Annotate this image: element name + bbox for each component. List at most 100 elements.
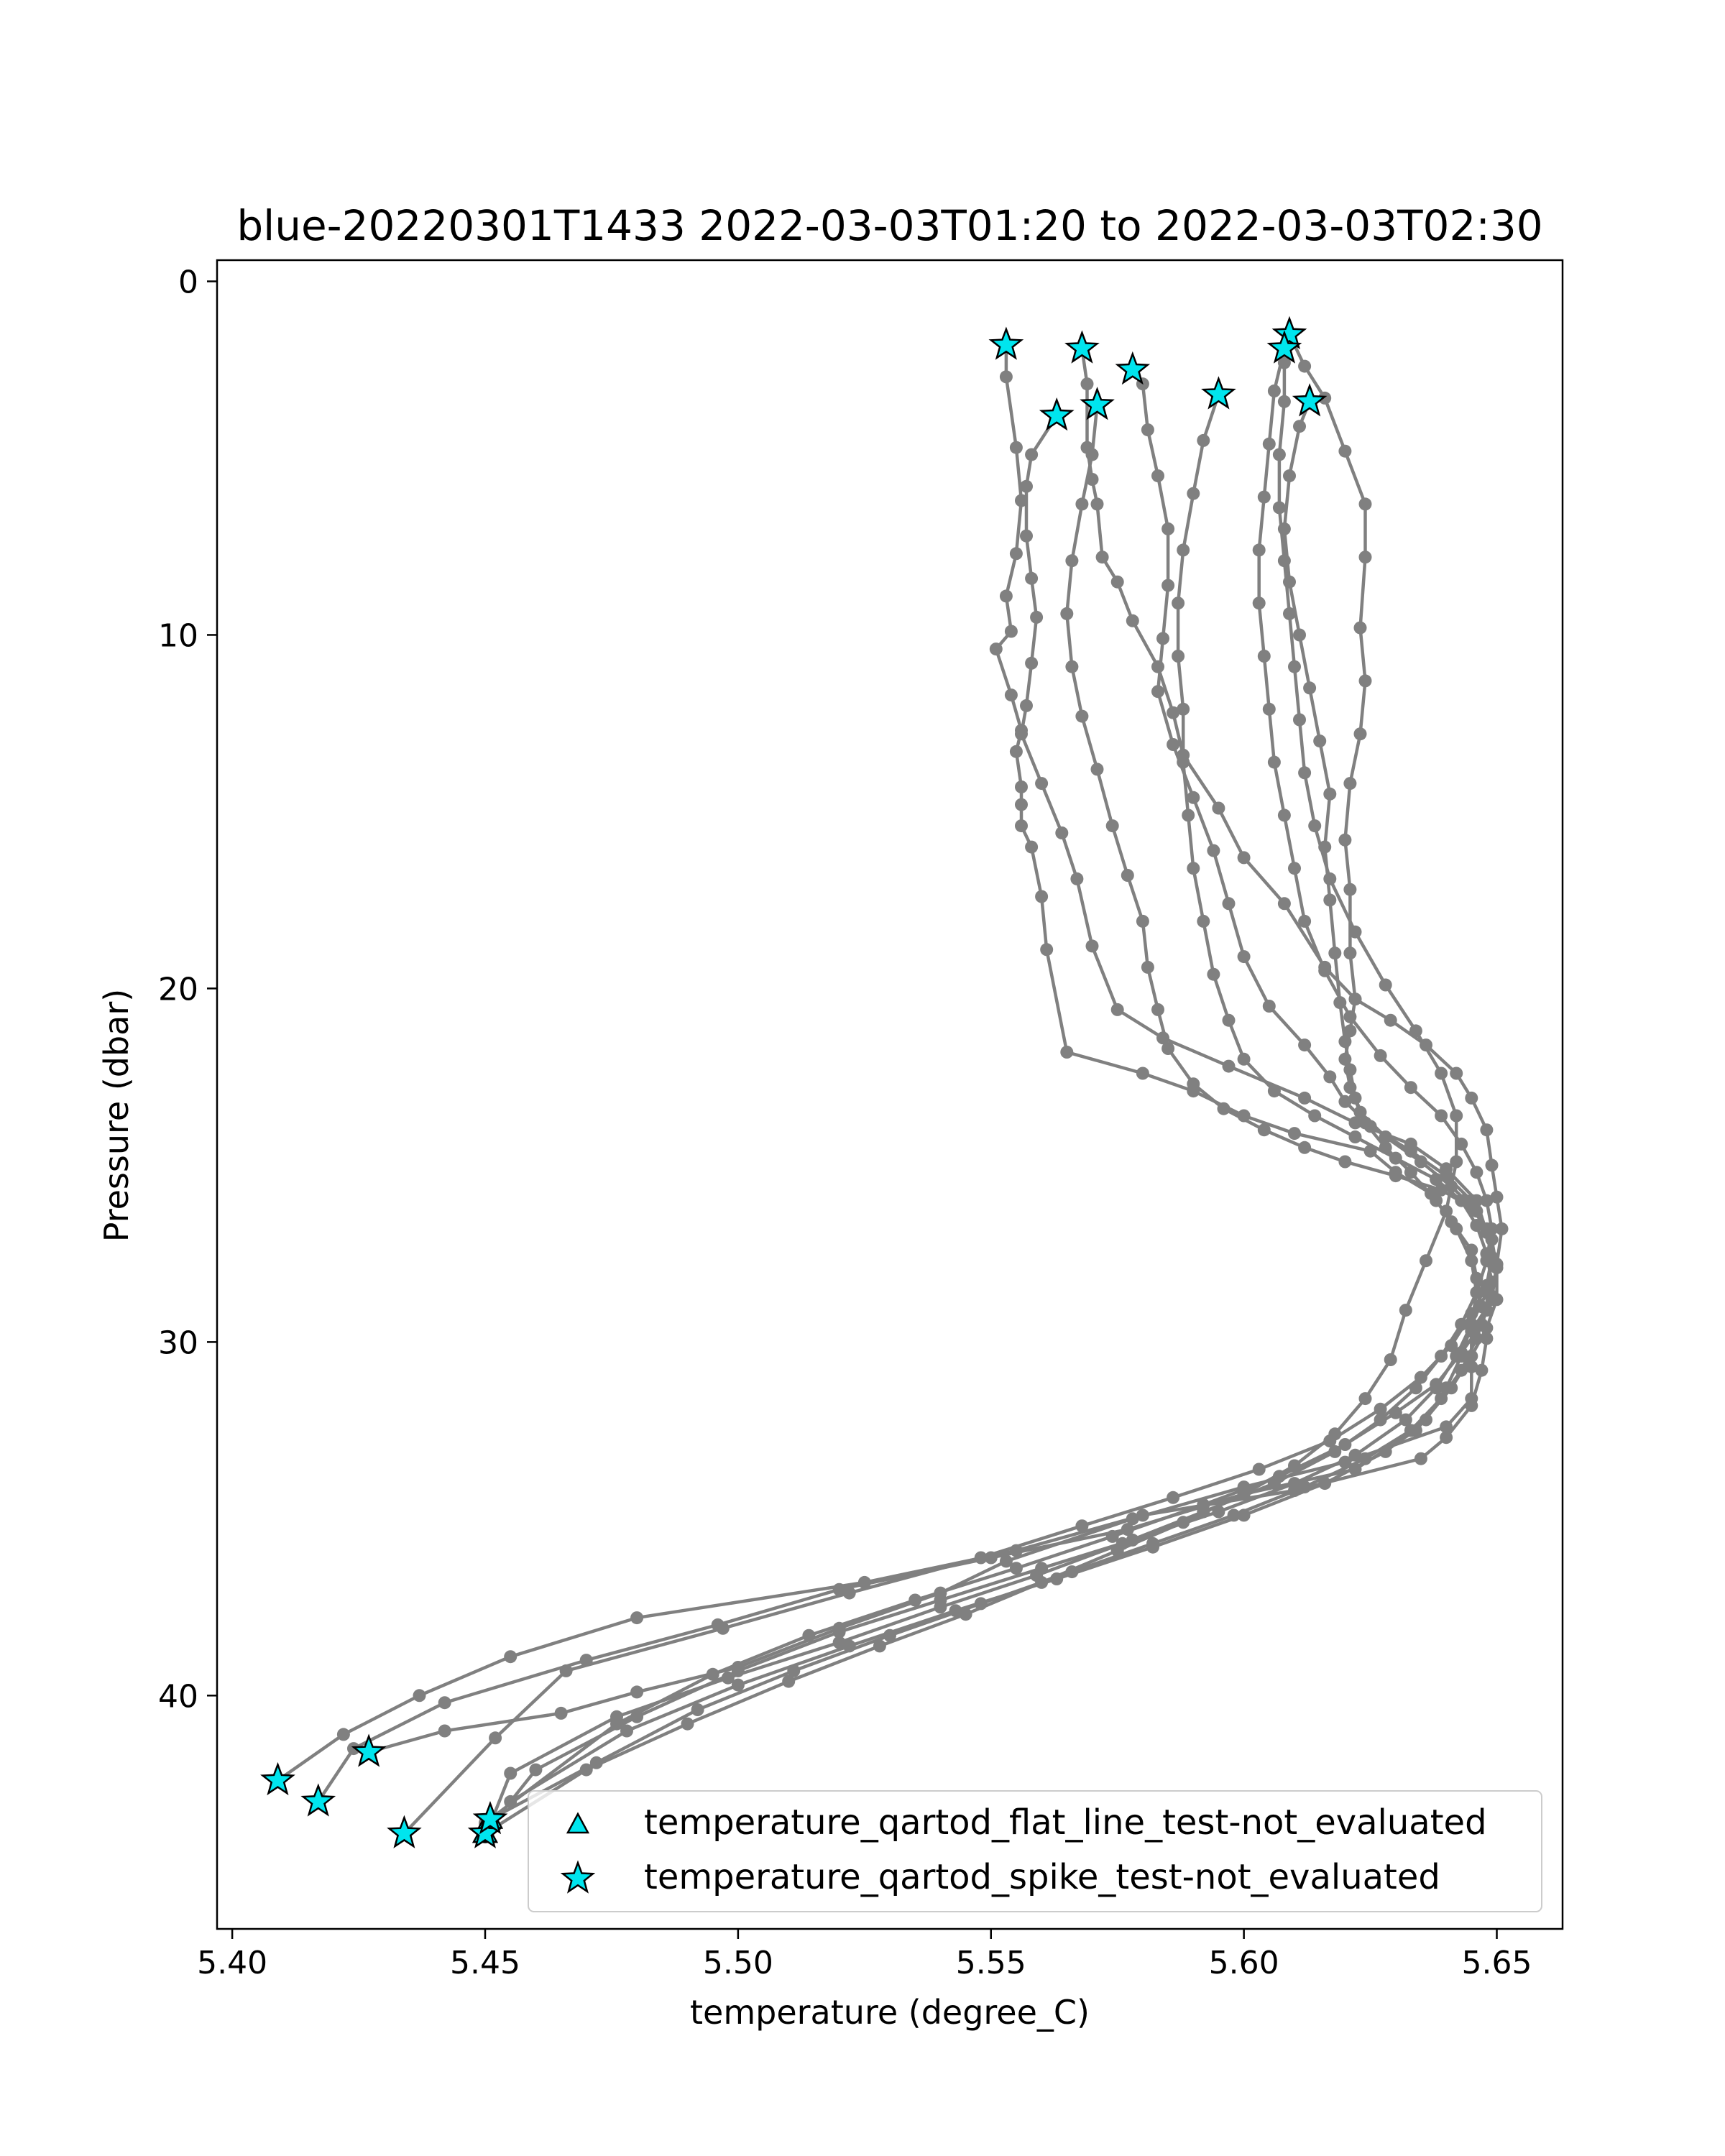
profile-point — [1252, 596, 1266, 610]
spike-marker — [1266, 330, 1302, 364]
profile-point — [1414, 1452, 1427, 1465]
profile-point — [529, 1763, 543, 1777]
profile-point — [1384, 1013, 1397, 1027]
profile-point — [1379, 1130, 1392, 1143]
profile-point — [989, 642, 1003, 656]
profile-point — [1015, 727, 1028, 741]
profile-point — [1440, 1204, 1453, 1218]
spike-marker — [1039, 397, 1075, 431]
x-tick-label: 5.65 — [1462, 1945, 1532, 1981]
profile-point — [1435, 1109, 1448, 1123]
profile-point — [842, 1639, 856, 1653]
profile-point — [1187, 487, 1200, 500]
profile-point — [438, 1696, 451, 1710]
profile-10 — [479, 356, 1463, 1841]
profile-point — [681, 1717, 694, 1731]
profile-point — [1379, 1445, 1392, 1458]
profile-point — [1435, 1350, 1448, 1363]
profile-point — [1217, 1102, 1230, 1115]
profile-point — [1288, 1477, 1301, 1491]
spike-marker — [1201, 376, 1236, 410]
profile-point — [610, 1717, 623, 1731]
profile-point — [1338, 1035, 1352, 1049]
profile-point — [1343, 883, 1357, 896]
profile-point — [1009, 1562, 1023, 1575]
profile-point — [1075, 709, 1089, 723]
profile-point — [1308, 819, 1322, 833]
profile-point — [1222, 1013, 1236, 1027]
profile-point — [706, 1667, 719, 1681]
profile-point — [1237, 1052, 1251, 1066]
profile-point — [1020, 479, 1033, 493]
profile-point — [934, 1600, 947, 1614]
profile-point — [1177, 755, 1190, 769]
profile-point — [1272, 501, 1286, 515]
profile-point — [1090, 763, 1104, 776]
profile-point — [413, 1689, 426, 1703]
profile-point — [1420, 1254, 1432, 1268]
profile-point — [1490, 1190, 1504, 1204]
profile-point — [908, 1593, 922, 1607]
profile-point — [1298, 359, 1312, 373]
profile-point — [999, 370, 1013, 384]
profile-point — [1293, 713, 1306, 727]
profile-point — [1399, 1413, 1412, 1427]
profile-point — [1009, 745, 1023, 758]
profile-point — [1020, 699, 1033, 712]
profile-point — [1277, 554, 1291, 568]
profile-point — [1298, 766, 1312, 780]
profile-point — [1358, 674, 1372, 688]
profile-point — [1348, 925, 1362, 939]
profile-point — [347, 1742, 360, 1756]
profile-point — [1465, 1254, 1478, 1268]
profile-point — [1272, 448, 1286, 461]
profile-point — [1348, 1116, 1362, 1130]
axes-frame — [216, 259, 1564, 1930]
profile-point — [1374, 1049, 1387, 1062]
profile-point — [1167, 738, 1180, 751]
profile-point — [1379, 1141, 1392, 1154]
profile-point — [1288, 660, 1301, 673]
profile-point — [1237, 1508, 1251, 1522]
profile-point — [1450, 1067, 1463, 1080]
profile-point — [1146, 1540, 1159, 1554]
profile-point — [1009, 547, 1023, 561]
profile-point — [1384, 1353, 1397, 1366]
profile-point — [1348, 1448, 1362, 1462]
profile-point — [1172, 596, 1185, 610]
profile-point — [1399, 1304, 1412, 1317]
profile-point — [1177, 702, 1190, 716]
profile-point — [1197, 1498, 1210, 1511]
profile-point — [489, 1731, 502, 1745]
profile-point — [1338, 444, 1352, 458]
chart-title: blue-20220301T1433 2022-03-03T01:20 to 2… — [236, 201, 1542, 250]
profile-point — [1207, 844, 1220, 857]
profile-point — [1177, 1516, 1190, 1529]
profile-point — [1343, 946, 1357, 960]
profile-point — [1162, 579, 1175, 592]
profile-point — [579, 1763, 593, 1777]
profile-point — [1015, 780, 1028, 793]
profile-point — [1338, 1438, 1352, 1451]
profile-point — [1283, 469, 1296, 483]
profile-point — [1450, 1155, 1463, 1169]
profile-point — [1025, 840, 1039, 854]
profile-point — [1455, 1317, 1468, 1331]
x-tick-label: 5.40 — [197, 1945, 267, 1981]
profile-point — [1480, 1194, 1494, 1207]
spike-marker — [300, 1783, 336, 1817]
profile-point — [1389, 1169, 1402, 1183]
spike-marker — [988, 326, 1024, 360]
x-tick-label: 5.50 — [703, 1945, 773, 1981]
profile-point — [1313, 734, 1327, 748]
profile-point — [1358, 497, 1372, 511]
profile-point — [1060, 607, 1074, 620]
profile-point — [1025, 656, 1039, 670]
profile-point — [1288, 862, 1301, 875]
legend-box — [528, 1790, 1542, 1912]
profile-point — [1303, 681, 1317, 695]
profile-point — [1105, 819, 1119, 833]
spike-markers — [260, 315, 1328, 1848]
profile-point — [1404, 1081, 1417, 1095]
profile-point — [1490, 1261, 1504, 1275]
